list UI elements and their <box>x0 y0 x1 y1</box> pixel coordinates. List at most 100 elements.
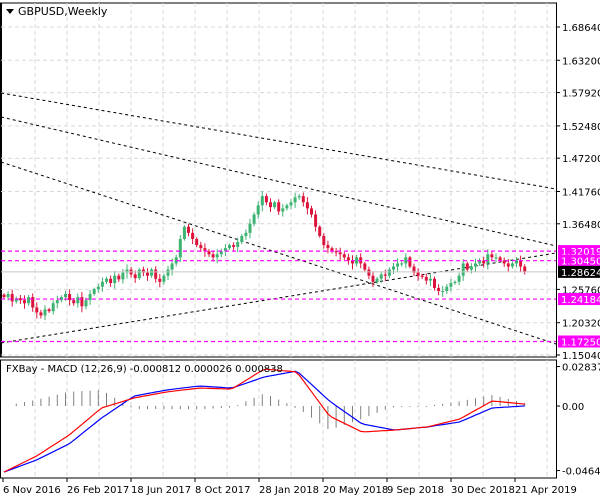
candle-body <box>248 223 252 233</box>
candle-body <box>428 278 432 281</box>
candle-body <box>125 269 129 273</box>
candle-body <box>10 294 14 302</box>
candle-body <box>474 263 477 267</box>
candle-body <box>232 245 236 247</box>
candle-body <box>113 275 117 284</box>
candle-body <box>412 266 416 273</box>
symbol-timeframe-label: GBPUSD,Weekly <box>18 5 108 18</box>
candle-body <box>502 260 506 264</box>
price-axis-label: 1.15040 <box>562 351 600 362</box>
candle-body <box>486 254 490 264</box>
time-axis-label: 26 Feb 2017 <box>67 485 129 496</box>
candle-body <box>297 196 301 198</box>
candle-body <box>478 260 482 264</box>
candle-body <box>158 278 162 282</box>
candle-body <box>469 266 473 270</box>
candle-body <box>88 294 92 301</box>
candle-body <box>461 263 465 276</box>
candle-body <box>187 226 190 233</box>
candle-body <box>55 300 59 304</box>
candle-body <box>277 202 281 212</box>
candle-body <box>457 275 461 282</box>
candle-body <box>219 251 223 255</box>
candle-body <box>494 257 498 259</box>
candle-body <box>68 294 72 301</box>
candle-body <box>490 254 494 258</box>
trendline <box>0 92 557 190</box>
candle-body <box>195 238 199 246</box>
trendline <box>0 116 557 247</box>
candle-body <box>424 276 428 281</box>
candle-body <box>506 263 510 267</box>
current-price-label: 1.28624 <box>561 268 600 279</box>
candle-body <box>482 260 486 264</box>
candle-body <box>223 248 227 252</box>
candle-body <box>453 281 457 284</box>
level-price-label: 1.24184 <box>561 295 600 306</box>
candle-body <box>363 263 367 270</box>
candle-body <box>449 283 453 287</box>
candle-body <box>465 263 469 270</box>
candle-body <box>84 300 88 307</box>
candle-body <box>281 208 285 212</box>
candle-body <box>18 298 22 301</box>
candle-body <box>43 309 47 316</box>
candle-body <box>191 232 195 239</box>
chart-title: GBPUSD,Weekly <box>6 5 107 18</box>
macd-axis-label: -0.04644 <box>562 467 600 478</box>
candle-body <box>182 226 186 239</box>
candle-body <box>166 269 170 276</box>
candle-body <box>23 300 26 304</box>
candle-body <box>330 248 334 252</box>
current-price-tag <box>558 265 600 278</box>
candle-body <box>96 286 100 290</box>
level-price-tag <box>558 254 600 267</box>
trendline <box>0 161 557 345</box>
time-axis-label: 20 May 2018 <box>323 485 388 496</box>
triangle-down-icon[interactable] <box>6 9 14 14</box>
candle-body <box>170 263 174 270</box>
candle-body <box>510 263 514 267</box>
candle-body <box>207 251 211 255</box>
candle-body <box>437 287 441 291</box>
candle-body <box>441 290 445 292</box>
macd-signal-line <box>3 370 525 473</box>
price-axis-label: 1.36480 <box>562 220 600 231</box>
candle-body <box>236 242 240 247</box>
candle-body <box>256 205 260 215</box>
time-axis-label: 21 Apr 2019 <box>515 485 577 496</box>
time-axis-label: 8 Oct 2017 <box>195 485 250 496</box>
candle-body <box>383 274 387 276</box>
candle-body <box>498 257 502 261</box>
price-axis-label: 1.20320 <box>562 319 600 330</box>
level-price-label: 1.32019 <box>561 247 600 258</box>
time-axis-label: 9 Sep 2018 <box>387 485 444 496</box>
candle-body <box>355 257 359 264</box>
candle-body <box>346 257 350 261</box>
candle-body <box>445 286 449 291</box>
level-price-tag <box>558 245 600 258</box>
candle-body <box>76 297 80 304</box>
candle-body <box>27 297 31 304</box>
price-axis-label: 1.47200 <box>562 154 600 165</box>
candle-body <box>305 202 309 209</box>
level-price-tag <box>558 335 600 348</box>
price-axis-label: 1.52480 <box>562 122 600 133</box>
candle-body <box>150 269 154 276</box>
candle-body <box>39 312 43 316</box>
candle-body <box>519 260 523 267</box>
candle-body <box>252 214 256 224</box>
candle-body <box>178 238 182 258</box>
candle-body <box>515 260 518 264</box>
candle-body <box>117 275 121 280</box>
candle-body <box>367 269 371 276</box>
candle-body <box>392 266 395 270</box>
candle-body <box>92 289 96 295</box>
macd-axis-label: 0.028374 <box>562 363 600 374</box>
macd-panel <box>0 359 557 479</box>
candle-body <box>387 269 391 276</box>
candle-body <box>35 307 39 313</box>
candle-body <box>72 300 76 304</box>
candle-body <box>244 232 248 236</box>
